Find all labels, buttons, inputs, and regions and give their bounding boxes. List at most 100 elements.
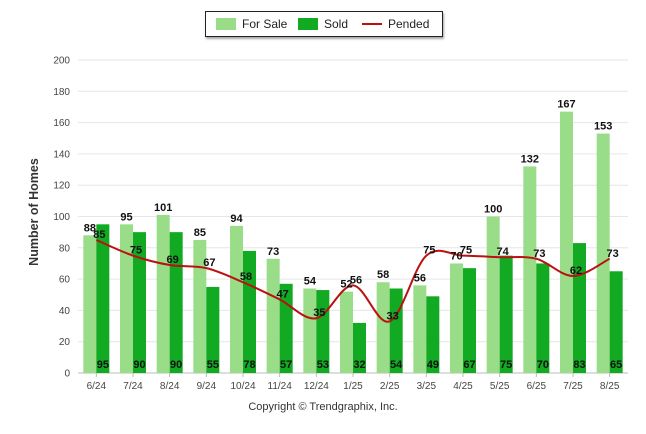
data-label-for-sale: 54 xyxy=(304,275,317,287)
bar-for-sale xyxy=(523,166,537,373)
x-tick-label: 6/24 xyxy=(87,381,107,392)
data-label-sold: 70 xyxy=(537,359,549,371)
bar-sold xyxy=(609,271,623,373)
data-label-pended: 62 xyxy=(570,265,582,277)
data-label-for-sale: 132 xyxy=(521,153,539,165)
data-label-pended: 75 xyxy=(130,245,142,257)
data-label-sold: 83 xyxy=(573,359,585,371)
legend-item-pended: Pended xyxy=(362,17,429,31)
data-label-pended: 85 xyxy=(93,229,105,241)
bar-for-sale xyxy=(560,111,573,374)
x-tick-label: 5/25 xyxy=(490,381,510,392)
data-label-pended: 67 xyxy=(203,257,215,269)
bar-for-sale xyxy=(193,239,207,373)
data-label-for-sale: 94 xyxy=(230,213,243,225)
x-tick-label: 10/24 xyxy=(230,381,255,392)
x-tick-label: 8/24 xyxy=(160,381,180,392)
legend-swatch-pended xyxy=(362,23,382,25)
data-label-pended: 58 xyxy=(240,271,252,283)
data-label-sold: 57 xyxy=(280,359,292,371)
x-tick-label: 8/25 xyxy=(600,381,620,392)
y-tick-label: 140 xyxy=(53,149,70,160)
bar-for-sale xyxy=(486,216,500,373)
data-label-pended: 75 xyxy=(423,245,435,257)
y-tick-label: 180 xyxy=(53,87,70,98)
data-label-for-sale: 56 xyxy=(414,272,426,284)
data-label-sold: 53 xyxy=(317,359,329,371)
data-label-sold: 78 xyxy=(243,359,255,371)
data-label-pended: 56 xyxy=(350,274,362,286)
legend-label-pended: Pended xyxy=(388,17,430,31)
data-label-sold: 55 xyxy=(207,359,219,371)
y-tick-label: 40 xyxy=(59,306,71,317)
data-label-sold: 90 xyxy=(133,359,145,371)
bar-for-sale xyxy=(376,282,390,373)
data-label-for-sale: 101 xyxy=(154,202,172,214)
legend-swatch-sold xyxy=(298,18,318,30)
data-label-pended: 47 xyxy=(277,288,289,300)
bar-sold xyxy=(573,243,586,373)
data-label-for-sale: 73 xyxy=(267,246,279,258)
bar-for-sale xyxy=(83,235,97,373)
bar-sold xyxy=(353,322,366,373)
bar-sold xyxy=(133,232,146,373)
legend-swatch-for-sale xyxy=(216,18,236,30)
legend-label-for-sale: For Sale xyxy=(242,17,288,31)
bar-sold xyxy=(499,255,513,373)
y-tick-label: 120 xyxy=(53,181,70,192)
legend-item-sold: Sold xyxy=(298,17,348,31)
data-label-sold: 65 xyxy=(610,359,622,371)
y-tick-label: 0 xyxy=(64,369,70,380)
data-label-for-sale: 167 xyxy=(557,99,575,111)
legend: For Sale Sold Pended xyxy=(205,11,443,37)
bar-sold xyxy=(206,286,220,373)
x-tick-label: 7/24 xyxy=(123,381,143,392)
data-label-sold: 95 xyxy=(97,359,109,371)
x-tick-label: 6/25 xyxy=(527,381,547,392)
x-tick-label: 9/24 xyxy=(197,381,217,392)
data-label-for-sale: 58 xyxy=(377,269,389,281)
bar-for-sale xyxy=(340,291,353,373)
data-label-for-sale: 100 xyxy=(484,204,502,216)
x-tick-label: 1/25 xyxy=(343,381,363,392)
data-label-pended: 75 xyxy=(460,245,472,257)
bar-for-sale xyxy=(450,263,463,373)
bar-for-sale xyxy=(230,225,243,373)
y-tick-label: 200 xyxy=(53,56,70,67)
data-label-sold: 54 xyxy=(390,359,403,371)
bar-for-sale xyxy=(266,258,280,373)
data-label-sold: 32 xyxy=(353,359,365,371)
legend-label-sold: Sold xyxy=(324,17,349,31)
bar-for-sale xyxy=(156,214,170,373)
data-label-for-sale: 52 xyxy=(340,279,352,291)
x-tick-label: 3/25 xyxy=(417,381,437,392)
data-label-sold: 75 xyxy=(500,359,512,371)
y-tick-label: 100 xyxy=(53,212,70,223)
data-label-for-sale: 85 xyxy=(194,227,206,239)
bar-sold xyxy=(96,224,110,373)
legend-item-for-sale: For Sale xyxy=(216,17,287,31)
bar-sold xyxy=(536,263,550,373)
data-label-sold: 90 xyxy=(170,359,182,371)
copyright-footer: Copyright © Trendgraphix, Inc. xyxy=(248,401,398,413)
data-label-sold: 67 xyxy=(463,359,475,371)
data-label-pended: 73 xyxy=(607,248,619,260)
x-tick-label: 11/24 xyxy=(268,381,293,392)
bar-for-sale xyxy=(596,133,610,373)
data-label-sold: 49 xyxy=(427,359,439,371)
data-label-for-sale: 95 xyxy=(120,211,132,223)
data-label-pended: 35 xyxy=(313,307,325,319)
bar-sold xyxy=(169,232,183,373)
data-label-for-sale: 70 xyxy=(450,250,462,262)
y-tick-label: 160 xyxy=(53,118,70,129)
line-pended xyxy=(95,239,611,323)
x-tick-label: 4/25 xyxy=(453,381,473,392)
bar-for-sale xyxy=(413,285,427,373)
data-label-for-sale: 153 xyxy=(594,121,612,133)
bar-for-sale xyxy=(303,288,317,373)
data-label-pended: 33 xyxy=(387,310,399,322)
y-axis-label: Number of Homes xyxy=(27,158,41,266)
bar-sold xyxy=(426,296,440,373)
y-tick-label: 20 xyxy=(59,337,71,348)
